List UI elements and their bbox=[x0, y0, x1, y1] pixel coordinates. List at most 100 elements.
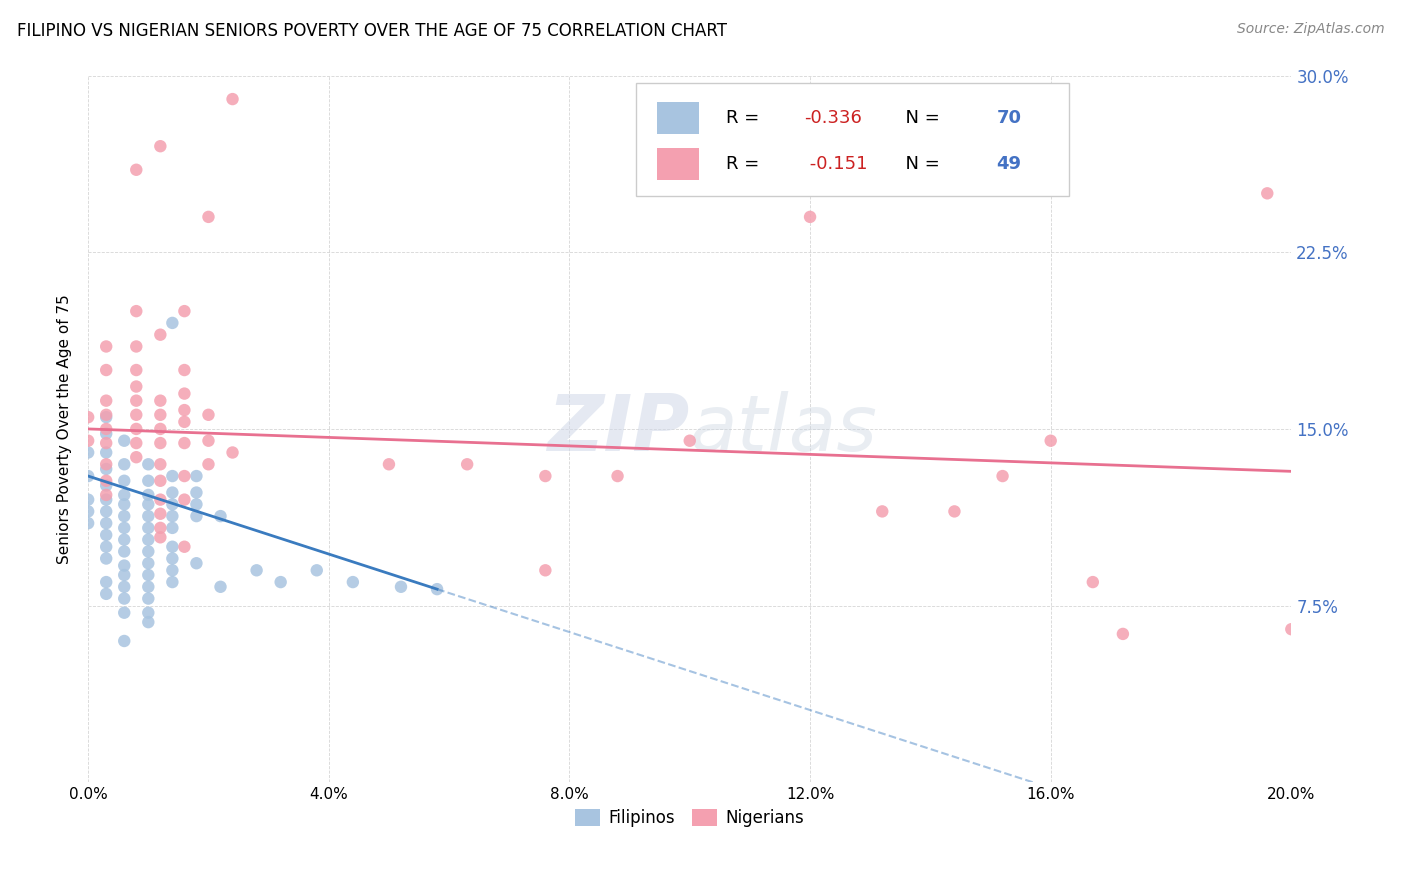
Point bbox=[125, 422, 148, 436]
Point bbox=[125, 450, 148, 465]
Point bbox=[991, 469, 1014, 483]
Point bbox=[96, 363, 118, 377]
Point bbox=[112, 544, 135, 558]
FancyBboxPatch shape bbox=[636, 83, 1069, 195]
Point bbox=[96, 457, 118, 471]
Point bbox=[799, 210, 821, 224]
Point bbox=[870, 504, 893, 518]
Point bbox=[197, 457, 219, 471]
Legend: Filipinos, Nigerians: Filipinos, Nigerians bbox=[568, 803, 811, 834]
Point bbox=[197, 408, 219, 422]
Text: 70: 70 bbox=[997, 109, 1022, 127]
Point bbox=[112, 568, 135, 582]
Point bbox=[209, 580, 232, 594]
Point bbox=[112, 591, 135, 606]
Point bbox=[186, 556, 208, 570]
Text: Source: ZipAtlas.com: Source: ZipAtlas.com bbox=[1237, 22, 1385, 37]
Point bbox=[149, 393, 172, 408]
Point bbox=[125, 363, 148, 377]
Point bbox=[96, 575, 118, 590]
Point bbox=[96, 478, 118, 492]
Point bbox=[270, 575, 292, 590]
Point bbox=[149, 327, 172, 342]
FancyBboxPatch shape bbox=[657, 102, 699, 134]
Point bbox=[221, 92, 243, 106]
Point bbox=[96, 516, 118, 531]
Point bbox=[1256, 186, 1278, 201]
Point bbox=[112, 474, 135, 488]
Point bbox=[125, 436, 148, 450]
Point bbox=[112, 580, 135, 594]
Point bbox=[96, 422, 118, 436]
Point bbox=[112, 488, 135, 502]
Point bbox=[125, 304, 148, 318]
Point bbox=[125, 162, 148, 177]
Text: atlas: atlas bbox=[690, 391, 877, 467]
Point bbox=[186, 509, 208, 524]
Point bbox=[162, 551, 184, 566]
Point bbox=[96, 504, 118, 518]
Point bbox=[173, 492, 195, 507]
Text: N =: N = bbox=[894, 155, 946, 173]
Point bbox=[112, 434, 135, 448]
Point bbox=[173, 436, 195, 450]
Point bbox=[173, 363, 195, 377]
Point bbox=[149, 521, 172, 535]
Point bbox=[112, 521, 135, 535]
Point bbox=[136, 488, 159, 502]
Point bbox=[112, 606, 135, 620]
Point bbox=[162, 575, 184, 590]
Point bbox=[679, 434, 702, 448]
Point bbox=[77, 469, 100, 483]
Point bbox=[162, 316, 184, 330]
Point bbox=[534, 563, 557, 577]
Point bbox=[136, 556, 159, 570]
Point bbox=[112, 457, 135, 471]
Point bbox=[149, 408, 172, 422]
Point bbox=[209, 509, 232, 524]
Point bbox=[162, 469, 184, 483]
Point bbox=[378, 457, 401, 471]
Point bbox=[96, 445, 118, 459]
Point bbox=[456, 457, 478, 471]
Text: -0.151: -0.151 bbox=[804, 155, 868, 173]
Point bbox=[125, 393, 148, 408]
Point bbox=[136, 580, 159, 594]
Point bbox=[173, 304, 195, 318]
Point bbox=[197, 434, 219, 448]
Text: N =: N = bbox=[894, 109, 946, 127]
Y-axis label: Seniors Poverty Over the Age of 75: Seniors Poverty Over the Age of 75 bbox=[58, 294, 72, 564]
Point bbox=[96, 551, 118, 566]
Point bbox=[149, 436, 172, 450]
Point bbox=[186, 485, 208, 500]
Point bbox=[149, 457, 172, 471]
Point bbox=[96, 474, 118, 488]
Text: R =: R = bbox=[725, 155, 765, 173]
Point bbox=[221, 445, 243, 459]
Point bbox=[96, 436, 118, 450]
Point bbox=[426, 582, 449, 596]
Point bbox=[173, 415, 195, 429]
Point bbox=[1039, 434, 1062, 448]
Point bbox=[96, 393, 118, 408]
Point bbox=[96, 410, 118, 425]
Point bbox=[342, 575, 364, 590]
Point bbox=[534, 469, 557, 483]
Point bbox=[1279, 622, 1302, 636]
Point bbox=[112, 509, 135, 524]
Point bbox=[173, 469, 195, 483]
Point bbox=[112, 558, 135, 573]
Text: 49: 49 bbox=[997, 155, 1022, 173]
Point bbox=[77, 504, 100, 518]
Point bbox=[96, 492, 118, 507]
Point bbox=[305, 563, 328, 577]
Point bbox=[136, 497, 159, 511]
Point bbox=[136, 521, 159, 535]
Point bbox=[136, 457, 159, 471]
Point bbox=[96, 540, 118, 554]
Point bbox=[149, 139, 172, 153]
Point bbox=[186, 469, 208, 483]
Point bbox=[77, 516, 100, 531]
Point bbox=[125, 408, 148, 422]
Point bbox=[77, 445, 100, 459]
